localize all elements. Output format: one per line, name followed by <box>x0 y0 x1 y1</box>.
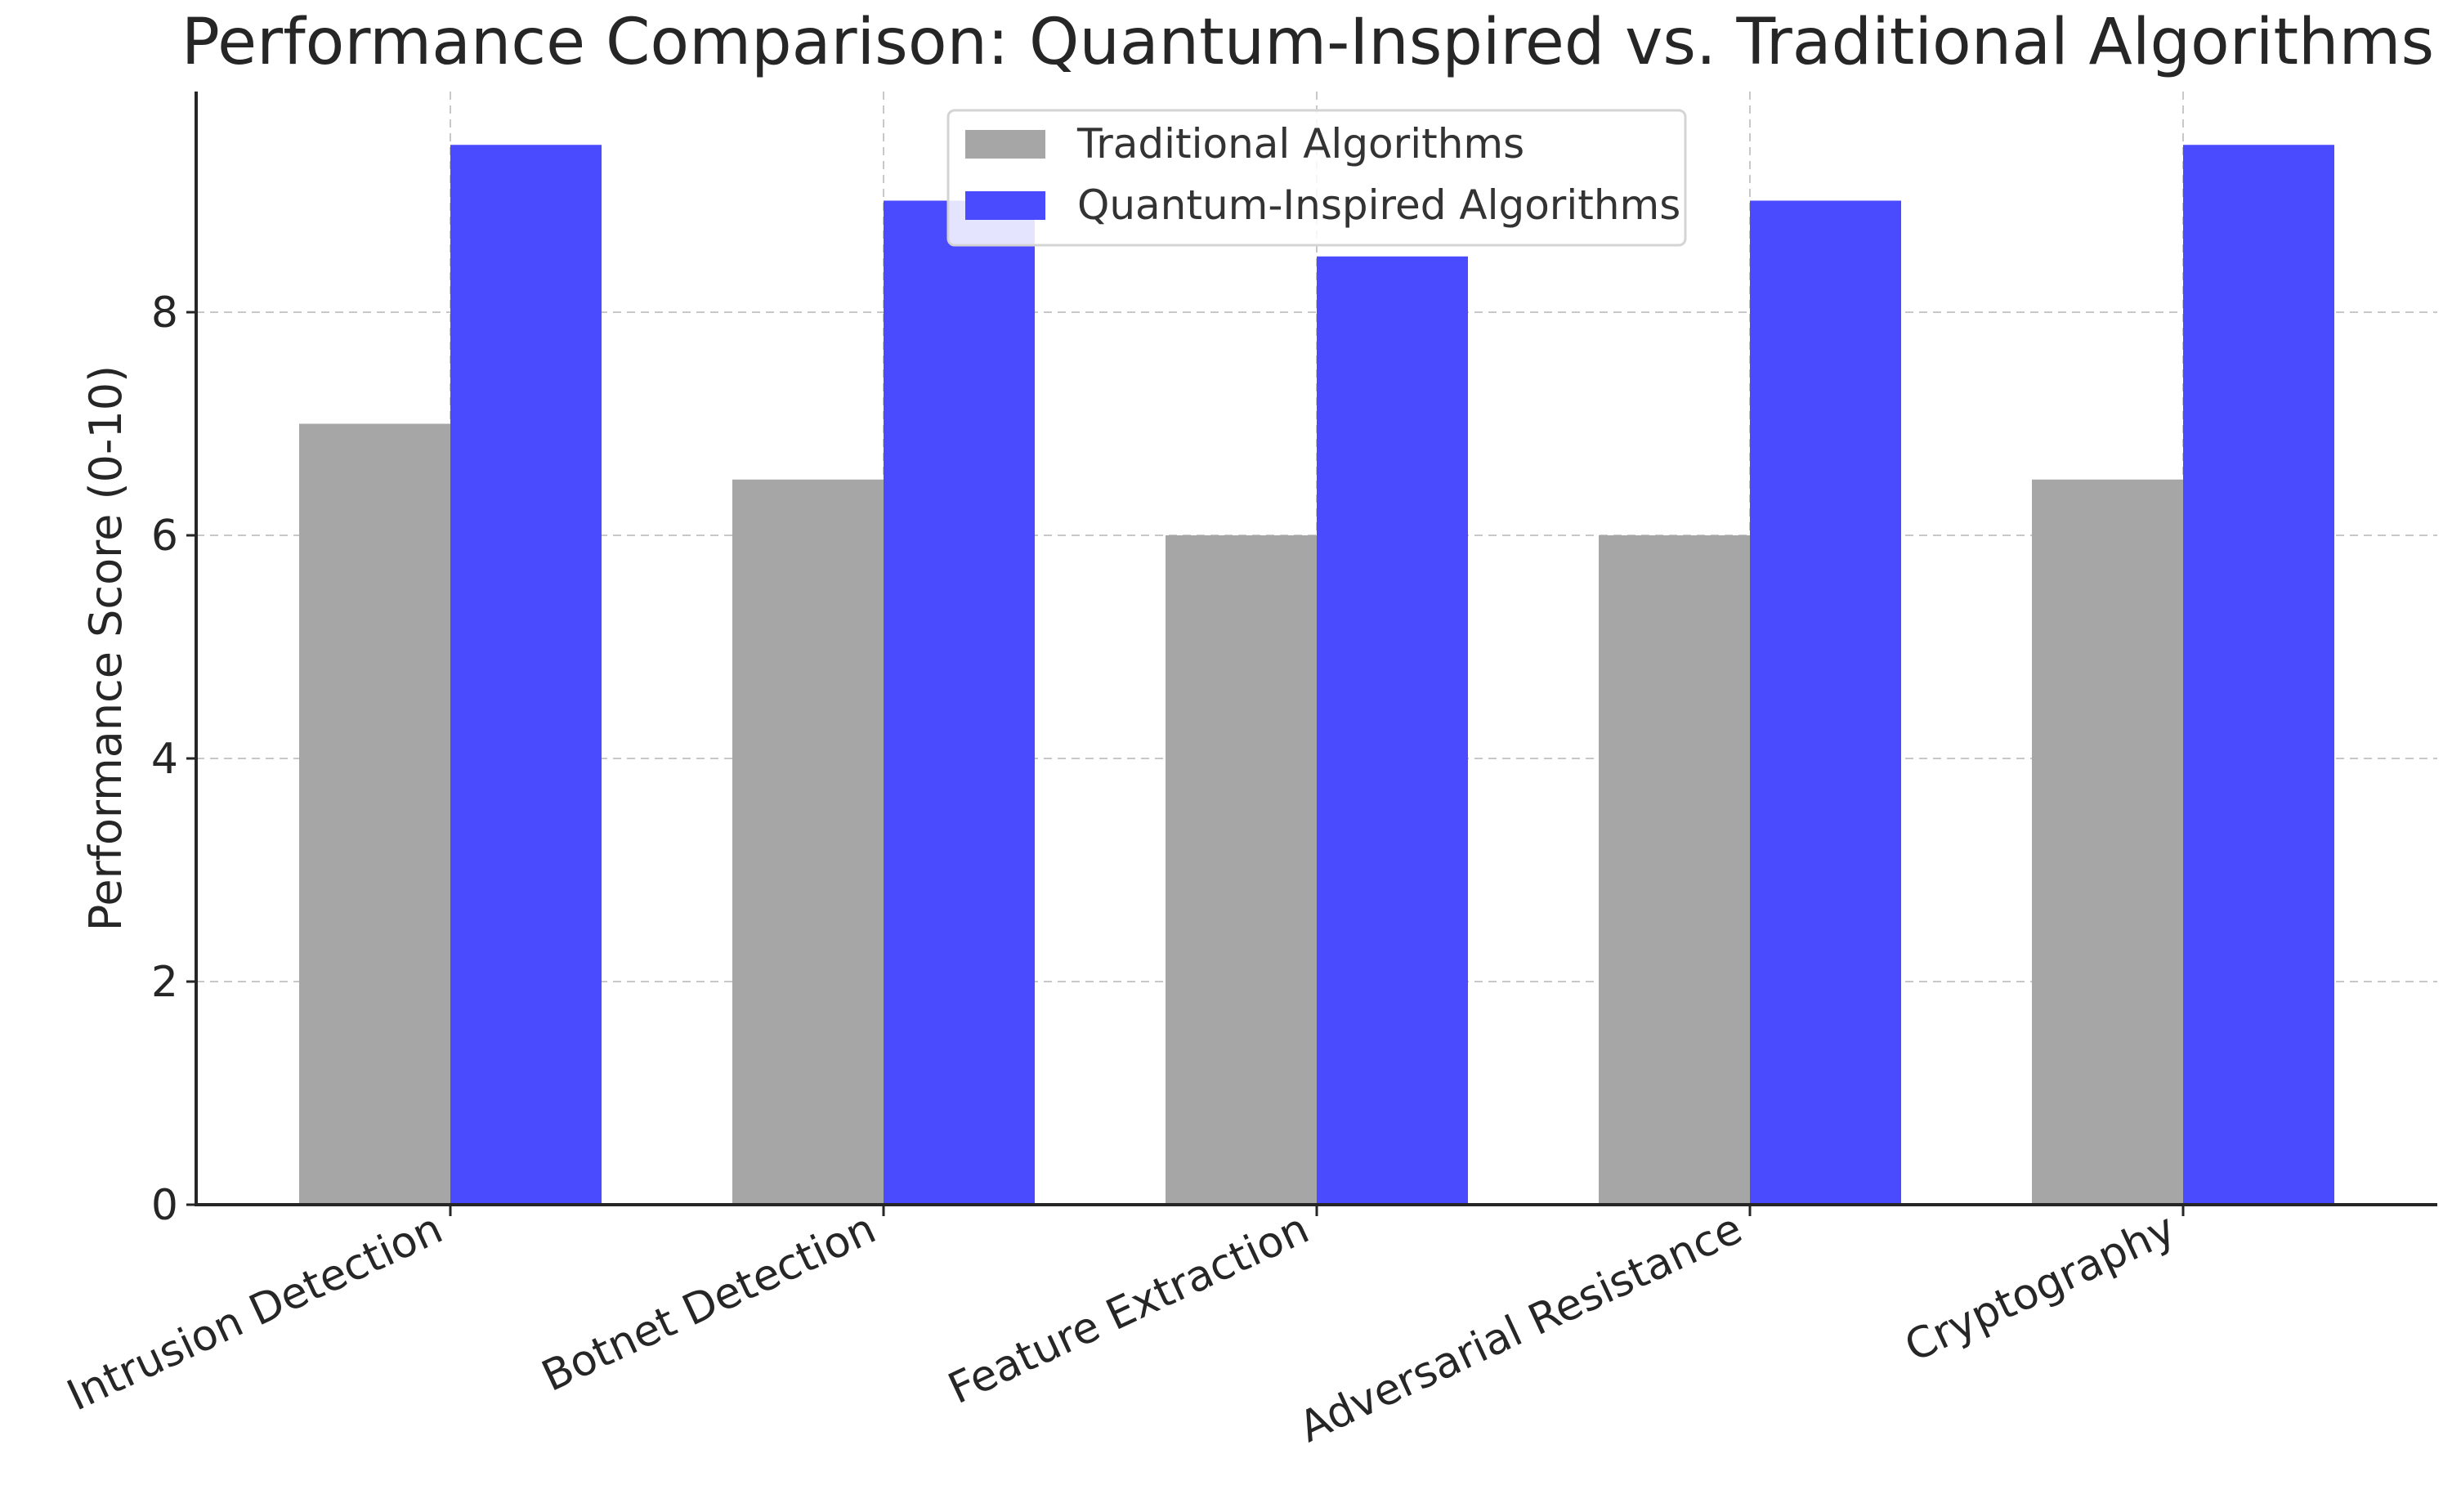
x-ticks: Intrusion Detection Botnet Detection Featu… <box>60 1204 2185 1452</box>
bar-traditional-4 <box>2032 479 2183 1205</box>
x-tick-label: Feature Extraction <box>941 1204 1316 1414</box>
legend: Traditional Algorithms Quantum-Inspired … <box>946 109 1687 247</box>
legend-swatch-traditional <box>965 130 1045 159</box>
y-ticks: 0 2 4 6 8 <box>151 289 196 1230</box>
bar-quantum-4 <box>2183 145 2334 1205</box>
y-tick-label: 4 <box>151 735 178 784</box>
y-tick-label: 2 <box>151 958 178 1007</box>
y-tick-label: 8 <box>151 289 178 338</box>
x-tick-label: Botnet Detection <box>535 1204 883 1401</box>
bar-quantum-1 <box>884 200 1035 1205</box>
bar-quantum-3 <box>1750 200 1901 1205</box>
legend-label-traditional: Traditional Algorithms <box>1076 120 1524 168</box>
x-tick-label: Cryptography <box>1898 1204 2183 1371</box>
bar-traditional-0 <box>299 423 450 1205</box>
bar-quantum-0 <box>450 145 602 1205</box>
bar-traditional-3 <box>1599 535 1750 1205</box>
y-axis-label: Performance Score (0-10) <box>80 365 132 931</box>
y-tick-label: 0 <box>151 1181 178 1230</box>
x-tick-label: Intrusion Detection <box>60 1204 450 1420</box>
bar-quantum-2 <box>1317 256 1468 1205</box>
legend-label-quantum: Quantum-Inspired Algorithms <box>1077 181 1680 229</box>
bar-traditional-2 <box>1166 535 1317 1205</box>
bars-group <box>299 145 2334 1205</box>
x-tick-label: Adversarial Resistance <box>1292 1204 1750 1452</box>
bar-traditional-1 <box>732 479 884 1205</box>
legend-swatch-quantum <box>965 191 1045 220</box>
legend-frame <box>946 109 1687 247</box>
chart-title: Performance Comparison: Quantum-Inspired… <box>181 6 2434 79</box>
y-tick-label: 6 <box>151 512 178 561</box>
